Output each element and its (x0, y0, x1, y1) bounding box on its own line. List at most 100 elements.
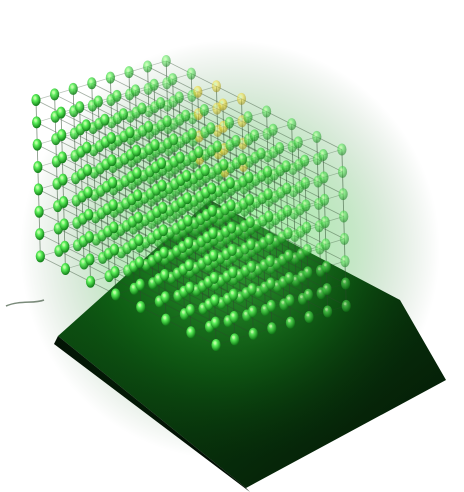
led-green (341, 299, 351, 312)
led-highlight (210, 229, 214, 233)
led-highlight (321, 196, 325, 199)
led-highlight (253, 176, 256, 180)
led-green (227, 243, 237, 256)
led-green (319, 171, 329, 184)
led-highlight (278, 211, 282, 215)
led-green (287, 118, 297, 131)
led-highlight (231, 313, 235, 317)
led-highlight (78, 148, 82, 151)
led-highlight (77, 103, 80, 107)
led-highlight (284, 184, 287, 188)
led-green (293, 136, 303, 149)
led-green (304, 311, 314, 324)
led-highlight (270, 126, 274, 129)
led-highlight (107, 74, 111, 77)
led-highlight (281, 300, 285, 304)
led-highlight (129, 195, 132, 199)
led-green (282, 204, 292, 217)
led-highlight (73, 174, 76, 178)
led-highlight (178, 176, 181, 180)
led-highlight (53, 157, 57, 161)
led-green (158, 201, 168, 214)
led-highlight (71, 107, 75, 111)
led-green (208, 249, 219, 262)
led-highlight (114, 92, 118, 96)
led-highlight (141, 194, 145, 198)
led-highlight (213, 341, 217, 345)
led-highlight (105, 250, 109, 253)
led-highlight (297, 205, 301, 209)
led-green (83, 186, 93, 199)
led-highlight (159, 144, 163, 147)
led-highlight (208, 147, 212, 150)
led-green (168, 73, 178, 86)
led-highlight (276, 144, 280, 148)
led-highlight (224, 295, 228, 298)
led-highlight (153, 163, 156, 167)
led-array (31, 54, 351, 351)
led-highlight (91, 169, 95, 172)
led-highlight (60, 198, 64, 202)
led-highlight (289, 120, 292, 124)
led-highlight (223, 228, 226, 231)
led-highlight (148, 212, 152, 216)
led-highlight (145, 123, 149, 126)
led-highlight (164, 117, 168, 121)
led-highlight (37, 230, 40, 234)
led-green (243, 111, 253, 124)
led-highlight (104, 205, 108, 209)
led-highlight (273, 237, 277, 241)
led-highlight (287, 296, 291, 300)
led-green (132, 166, 142, 179)
led-green (267, 322, 277, 335)
led-highlight (251, 131, 255, 135)
led-highlight (228, 224, 232, 227)
led-green (207, 204, 217, 217)
led-highlight (125, 266, 128, 270)
led-green (338, 188, 348, 201)
led-highlight (72, 152, 76, 156)
led-highlight (86, 233, 90, 237)
led-highlight (296, 183, 300, 187)
led-green (181, 169, 192, 182)
led-highlight (324, 285, 328, 289)
led-green (35, 228, 45, 241)
led-highlight (87, 255, 91, 259)
led-highlight (134, 169, 138, 173)
led-highlight (204, 233, 208, 237)
led-green (155, 96, 166, 109)
led-highlight (206, 323, 210, 326)
led-highlight (219, 299, 222, 303)
led-green (184, 259, 194, 272)
led-highlight (98, 187, 101, 191)
led-highlight (264, 130, 268, 134)
led-highlight (252, 154, 256, 157)
led-highlight (264, 168, 268, 171)
led-highlight (145, 85, 149, 89)
led-highlight (190, 174, 194, 178)
led-highlight (89, 102, 93, 105)
led-highlight (98, 209, 102, 213)
led-green (300, 154, 310, 167)
led-highlight (235, 226, 239, 230)
led-green (168, 133, 179, 146)
led-green (150, 139, 160, 152)
led-highlight (193, 286, 197, 290)
led-highlight (108, 96, 112, 100)
led-green (321, 238, 331, 251)
led-green (157, 179, 167, 192)
led-highlight (242, 244, 246, 248)
led-green (339, 232, 349, 245)
led-highlight (174, 269, 178, 273)
led-green (212, 140, 222, 153)
led-highlight (206, 300, 210, 304)
led-highlight (238, 95, 242, 99)
led-highlight (149, 257, 153, 261)
led-highlight (250, 307, 253, 311)
led-highlight (109, 156, 113, 160)
led-highlight (96, 142, 100, 146)
led-highlight (265, 152, 269, 156)
led-highlight (84, 144, 88, 147)
led-highlight (253, 198, 257, 202)
led-highlight (341, 235, 345, 239)
